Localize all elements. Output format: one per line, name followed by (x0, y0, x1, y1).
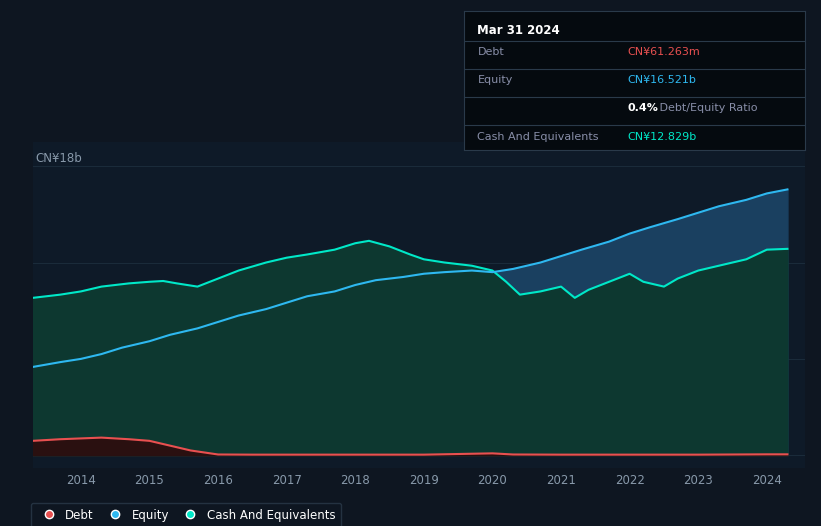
Text: CN¥61.263m: CN¥61.263m (627, 47, 700, 57)
Text: 0.4%: 0.4% (627, 103, 658, 113)
Text: CN¥16.521b: CN¥16.521b (627, 75, 696, 85)
Text: Debt/Equity Ratio: Debt/Equity Ratio (656, 103, 758, 113)
Text: Cash And Equivalents: Cash And Equivalents (478, 133, 599, 143)
Text: CN¥12.829b: CN¥12.829b (627, 133, 697, 143)
Text: CN¥0: CN¥0 (35, 442, 67, 455)
Text: Equity: Equity (478, 75, 513, 85)
Text: Debt: Debt (478, 47, 504, 57)
Text: Mar 31 2024: Mar 31 2024 (478, 24, 560, 37)
Text: CN¥18b: CN¥18b (35, 152, 82, 165)
Legend: Debt, Equity, Cash And Equivalents: Debt, Equity, Cash And Equivalents (31, 503, 342, 526)
